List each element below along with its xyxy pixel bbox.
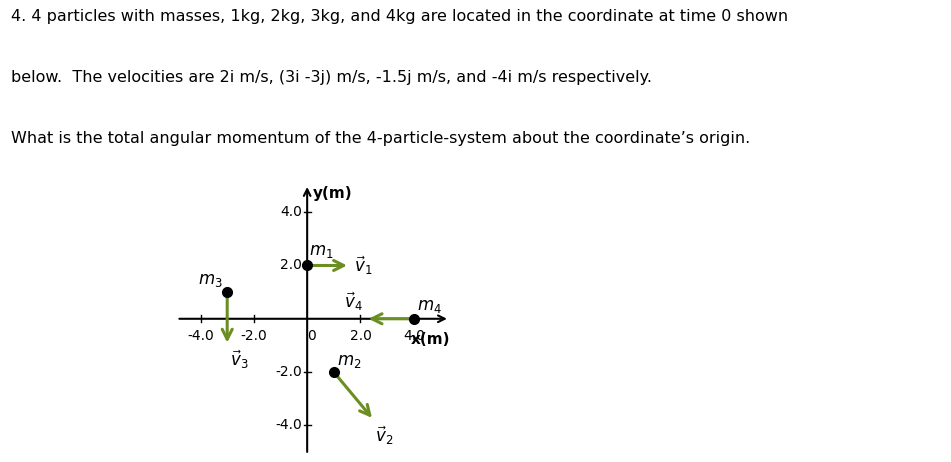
Text: $m_4$: $m_4$ <box>417 297 442 315</box>
Text: $\vec{v}_3$: $\vec{v}_3$ <box>230 348 248 371</box>
Text: 4.0: 4.0 <box>281 205 302 219</box>
Text: y(m): y(m) <box>313 186 353 201</box>
Text: $m_2$: $m_2$ <box>337 352 361 370</box>
Text: -2.0: -2.0 <box>241 329 267 343</box>
Text: -4.0: -4.0 <box>187 329 214 343</box>
Text: 4.0: 4.0 <box>403 329 425 343</box>
Text: -2.0: -2.0 <box>276 365 302 379</box>
Text: $\vec{v}_2$: $\vec{v}_2$ <box>375 425 394 447</box>
Text: 2.0: 2.0 <box>281 258 302 273</box>
Text: below.  The velocities are 2i m/s, (3i -3j) m/s, -1.5j m/s, and -4i m/s respecti: below. The velocities are 2i m/s, (3i -3… <box>11 70 652 85</box>
Text: What is the total angular momentum of the 4-particle-system about the coordinate: What is the total angular momentum of th… <box>11 131 750 146</box>
Text: $m_1$: $m_1$ <box>309 242 334 260</box>
Text: -4.0: -4.0 <box>276 419 302 432</box>
Text: $m_3$: $m_3$ <box>198 271 223 289</box>
Text: $\vec{v}_1$: $\vec{v}_1$ <box>354 254 372 277</box>
Text: $\vec{v}_4$: $\vec{v}_4$ <box>344 291 363 313</box>
Text: 0: 0 <box>307 329 316 343</box>
Text: x(m): x(m) <box>411 332 451 347</box>
Text: 2.0: 2.0 <box>350 329 372 343</box>
Text: 4. 4 particles with masses, 1kg, 2kg, 3kg, and 4kg are located in the coordinate: 4. 4 particles with masses, 1kg, 2kg, 3k… <box>11 9 788 24</box>
